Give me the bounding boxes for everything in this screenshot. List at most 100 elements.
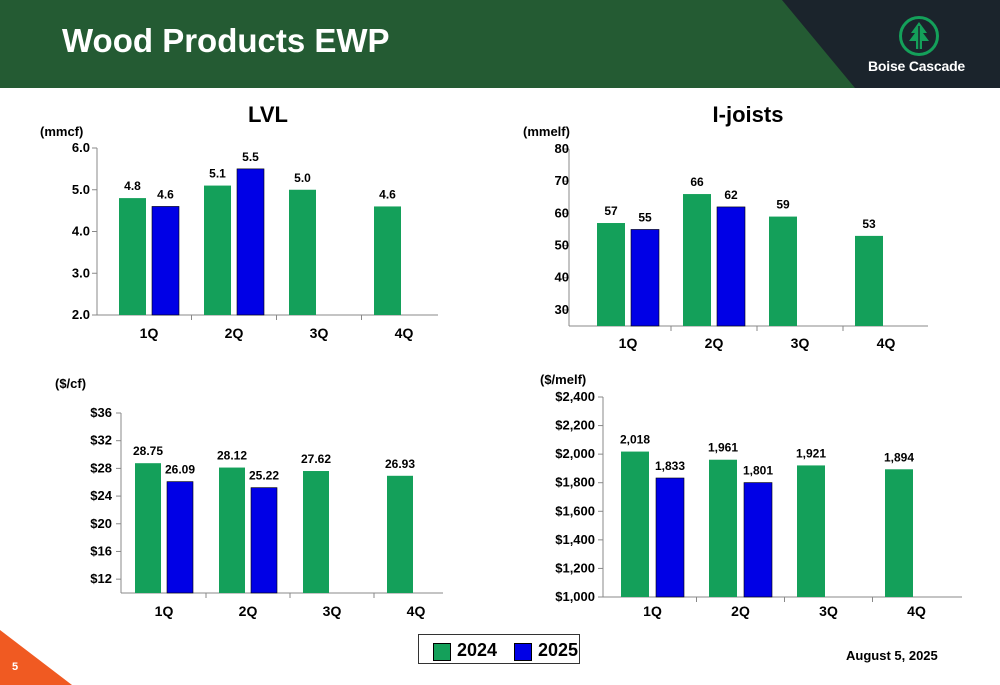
y-tick-label: $2,200	[555, 418, 595, 433]
bar-2025-2Q	[716, 206, 746, 327]
y-tick-label: 80	[555, 141, 569, 156]
y-tick-label: $2,000	[555, 446, 595, 461]
bar-2024-4Q	[885, 469, 913, 597]
y-axis-label: (mmcf)	[40, 124, 83, 139]
bar-2025-2Q	[743, 482, 773, 598]
x-tick-label: 2Q	[239, 603, 258, 619]
chart-title: LVL	[248, 102, 288, 127]
bar-2024-2Q	[219, 467, 245, 593]
y-tick-label: 2.0	[72, 307, 90, 322]
y-tick-label: $1,400	[555, 532, 595, 547]
x-tick-label: 4Q	[907, 603, 926, 619]
data-label: 55	[638, 210, 652, 224]
legend-label-2025: 2025	[538, 640, 579, 660]
bar-2024-2Q	[204, 185, 231, 315]
y-tick-label: $32	[90, 433, 112, 448]
bar-2025-2Q	[250, 487, 278, 594]
y-tick-label: 3.0	[72, 265, 90, 280]
bar-2024-1Q	[621, 451, 649, 597]
y-tick-label: 50	[555, 238, 569, 253]
bar-2024-4Q	[855, 235, 883, 326]
bar-2024-1Q	[135, 463, 161, 593]
x-tick-label: 1Q	[619, 335, 638, 351]
x-tick-label: 2Q	[225, 325, 244, 341]
y-tick-label: $16	[90, 543, 112, 558]
chart-title: I-joists	[713, 102, 784, 127]
data-label: 5.0	[294, 171, 311, 185]
x-tick-label: 4Q	[395, 325, 414, 341]
bar-2025-1Q	[630, 229, 660, 327]
tree-logo-icon	[899, 16, 939, 56]
data-label: 25.22	[249, 469, 279, 483]
chart-0: LVL (mmcf) 2.0 3.0 4.0 5.0 6.0 1Q 2Q 3Q 4Q 4.8 5.1 5.…	[40, 102, 438, 341]
data-label: 26.93	[385, 457, 415, 471]
x-tick-label: 2Q	[705, 335, 724, 351]
x-tick-label: 1Q	[643, 603, 662, 619]
chart-3: ($/melf) $1,000 $1,200 $1,400 $1,600 $1,800 $2…	[540, 372, 962, 619]
y-tick-label: 4.0	[72, 224, 90, 239]
data-label: 4.6	[379, 187, 396, 201]
y-tick-label: $1,800	[555, 475, 595, 490]
slide-title: Wood Products EWP	[62, 22, 390, 59]
y-tick-label: $12	[90, 571, 112, 586]
data-label: 28.12	[217, 449, 247, 463]
x-tick-label: 3Q	[310, 325, 329, 341]
data-label: 1,921	[796, 446, 826, 460]
data-label: 57	[604, 204, 618, 218]
x-tick-label: 4Q	[877, 335, 896, 351]
bar-2024-3Q	[769, 216, 797, 326]
data-label: 27.62	[301, 452, 331, 466]
y-tick-label: 30	[555, 302, 569, 317]
y-tick-label: 70	[555, 173, 569, 188]
bar-2025-1Q	[166, 481, 194, 594]
bar-2024-3Q	[289, 189, 316, 315]
bar-2025-1Q	[655, 477, 685, 598]
data-label: 59	[776, 198, 790, 212]
x-tick-label: 1Q	[140, 325, 159, 341]
x-tick-label: 3Q	[819, 603, 838, 619]
data-label: 1,961	[708, 441, 738, 455]
bar-2024-2Q	[709, 459, 737, 597]
charts-area: LVL (mmcf) 2.0 3.0 4.0 5.0 6.0 1Q 2Q 3Q 4Q 4.8 5.1 5.…	[40, 102, 962, 619]
y-tick-label: 40	[555, 270, 569, 285]
data-label: 1,894	[884, 450, 914, 464]
data-label: 1,833	[655, 459, 685, 473]
legend-swatch-2025	[514, 643, 532, 661]
y-tick-label: $28	[90, 460, 112, 475]
data-label: 28.75	[133, 444, 163, 458]
data-label: 26.09	[165, 463, 195, 477]
data-label: 53	[862, 217, 876, 231]
y-tick-label: 60	[555, 205, 569, 220]
data-label: 2,018	[620, 433, 650, 447]
page-number: 5	[12, 661, 19, 673]
legend-label-2024: 2024	[457, 640, 498, 660]
data-label: 5.5	[242, 150, 259, 164]
bar-2024-4Q	[374, 206, 401, 315]
y-axis-label: ($/melf)	[540, 372, 586, 387]
x-tick-label: 3Q	[323, 603, 342, 619]
bar-2024-4Q	[387, 475, 413, 593]
legend: 2024 2025	[418, 634, 580, 664]
y-axis-label: ($/cf)	[55, 376, 86, 391]
chart-2: ($/cf) $12 $16 $20 $24 $28 $32 $36 1Q 2Q 3Q 4Q 28.75…	[55, 376, 443, 619]
y-tick-label: $20	[90, 516, 112, 531]
bar-2024-1Q	[597, 223, 625, 326]
data-label: 4.8	[124, 179, 141, 193]
y-tick-label: $36	[90, 405, 112, 420]
bar-2024-2Q	[683, 194, 711, 326]
x-tick-label: 1Q	[155, 603, 174, 619]
y-tick-label: $1,200	[555, 560, 595, 575]
x-tick-label: 4Q	[407, 603, 426, 619]
bar-2025-1Q	[151, 206, 180, 316]
data-label: 1,801	[743, 464, 773, 478]
data-label: 5.1	[209, 167, 226, 181]
page-corner-accent	[0, 630, 72, 685]
y-tick-label: $1,600	[555, 503, 595, 518]
chart-1: I-joists (mmelf) 30 40 50 60 70 80 1Q 2Q 3Q 4Q 57 66 5…	[523, 102, 928, 351]
data-label: 4.6	[157, 187, 174, 201]
y-tick-label: $24	[90, 488, 112, 503]
bar-2024-1Q	[119, 198, 146, 315]
x-tick-label: 2Q	[731, 603, 750, 619]
bar-2025-2Q	[236, 168, 265, 316]
slide-date: August 5, 2025	[846, 648, 938, 663]
